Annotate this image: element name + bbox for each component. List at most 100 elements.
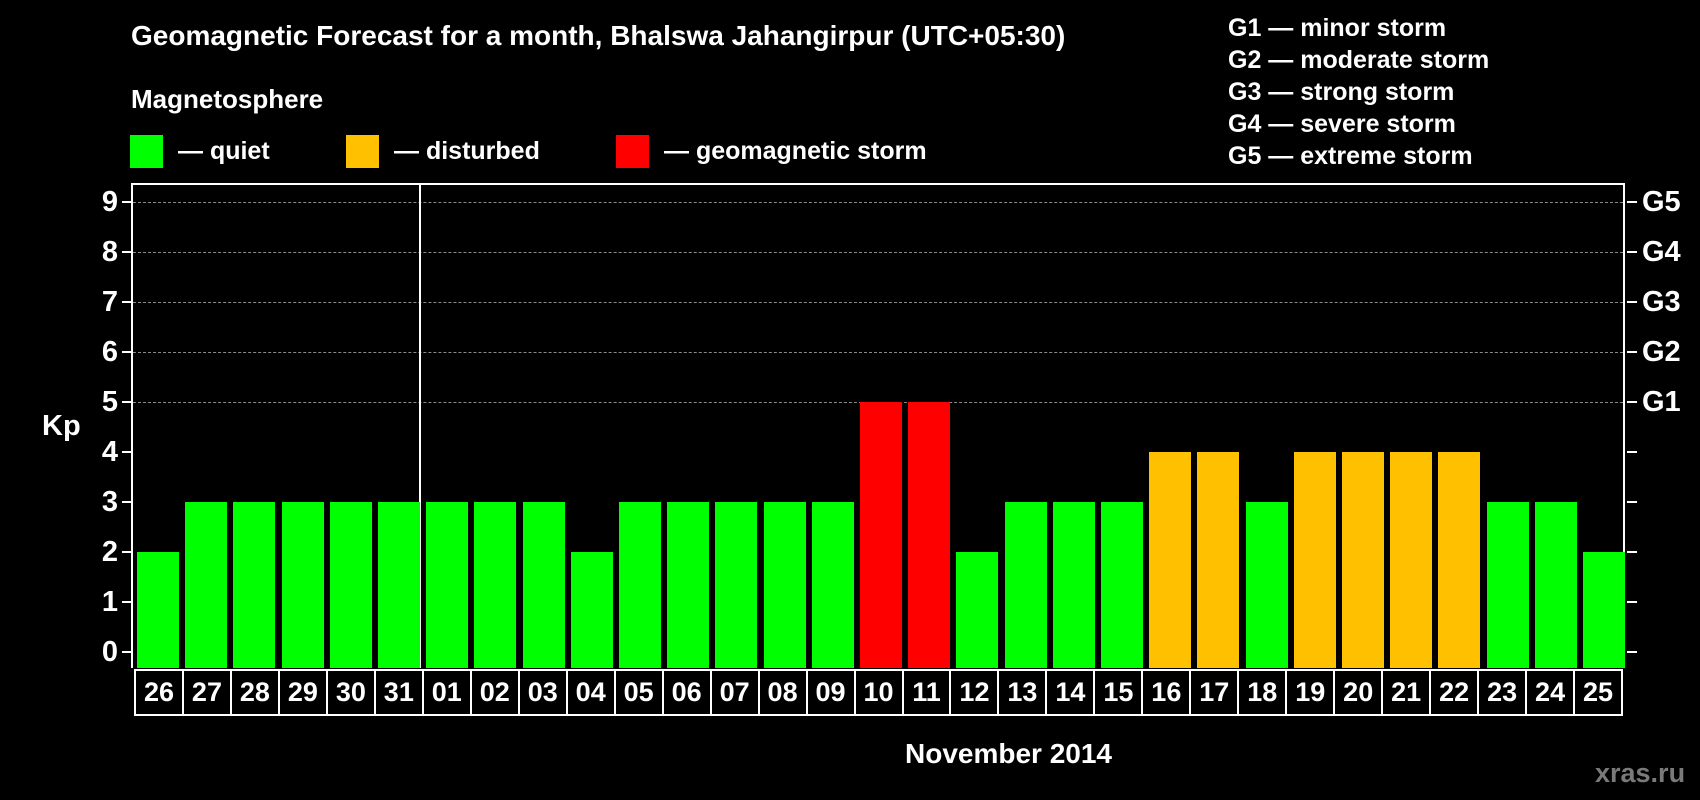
date-label: 01 xyxy=(424,671,472,714)
storm-level-label: G1 xyxy=(1642,386,1681,418)
gridline xyxy=(133,302,1623,303)
bar-16 xyxy=(1149,452,1191,668)
date-label: 04 xyxy=(568,671,616,714)
gridline xyxy=(133,252,1623,253)
legend-label: — geomagnetic storm xyxy=(664,137,927,165)
bar-11 xyxy=(908,402,950,668)
bar-31 xyxy=(378,502,420,668)
bar-25 xyxy=(1583,552,1625,668)
storm-level-label: G2 xyxy=(1642,336,1681,368)
date-label: 06 xyxy=(664,671,712,714)
y-tick-right xyxy=(1627,251,1637,253)
y-tick-label: 9 xyxy=(101,186,118,218)
bar-23 xyxy=(1487,502,1529,668)
storm-swatch-icon xyxy=(616,135,649,168)
storm-scale-g1: G1 — minor storm xyxy=(1228,14,1447,42)
y-axis-label: Kp xyxy=(42,410,81,442)
bar-29 xyxy=(282,502,324,668)
y-tick-label: 0 xyxy=(101,636,118,668)
date-label: 10 xyxy=(856,671,904,714)
y-tick-right xyxy=(1627,451,1637,453)
y-tick-right xyxy=(1627,651,1637,653)
y-tick-label: 6 xyxy=(101,336,118,368)
y-tick-label: 7 xyxy=(101,286,118,318)
date-label: 11 xyxy=(904,671,952,714)
date-label: 28 xyxy=(232,671,280,714)
bar-15 xyxy=(1101,502,1143,668)
bar-04 xyxy=(571,552,613,668)
date-label: 13 xyxy=(999,671,1048,714)
date-label: 24 xyxy=(1527,671,1576,714)
date-axis: 26 27 28 29 30 31 01 02 03 04 05 06 07 08 09 10 11 12 13 14… xyxy=(134,669,1623,716)
storm-scale-g4: G4 — severe storm xyxy=(1228,110,1456,138)
y-tick xyxy=(122,451,131,453)
y-tick xyxy=(122,501,131,503)
bar-20 xyxy=(1342,452,1384,668)
date-label: 25 xyxy=(1583,677,1614,707)
y-tick xyxy=(122,251,131,253)
bar-28 xyxy=(233,502,275,668)
bar-10 xyxy=(860,402,902,668)
quiet-swatch-icon xyxy=(130,135,163,168)
date-label: 21 xyxy=(1383,671,1432,714)
legend-title: Magnetosphere xyxy=(131,84,324,114)
date-label: 26 xyxy=(136,671,184,714)
bar-01 xyxy=(426,502,468,668)
gridline xyxy=(133,352,1623,353)
x-axis-label: November 2014 xyxy=(905,738,1113,769)
date-label: 16 xyxy=(1143,671,1192,714)
bar-17 xyxy=(1197,452,1239,668)
legend-label: — disturbed xyxy=(394,137,540,165)
bar-30 xyxy=(330,502,372,668)
date-label: 05 xyxy=(616,671,664,714)
date-label: 22 xyxy=(1431,671,1480,714)
y-tick xyxy=(122,401,131,403)
bar-13 xyxy=(1005,502,1047,668)
disturbed-swatch-icon xyxy=(346,135,379,168)
chart-title: Geomagnetic Forecast for a month, Bhalsw… xyxy=(131,20,1066,51)
y-tick-label: 1 xyxy=(101,586,118,618)
date-label: 19 xyxy=(1287,671,1336,714)
bar-08 xyxy=(764,502,806,668)
bar-02 xyxy=(474,502,516,668)
storm-level-label: G4 xyxy=(1642,236,1681,268)
legend-item-storm: — geomagnetic storm xyxy=(616,135,927,168)
bar-03 xyxy=(523,502,565,668)
date-label: 08 xyxy=(760,671,808,714)
storm-scale-legend: G1 — minor storm G2 — moderate storm G3 … xyxy=(1228,12,1489,172)
storm-scale-g5: G5 — extreme storm xyxy=(1228,142,1473,170)
y-tick-label: 2 xyxy=(101,536,118,568)
date-label: 20 xyxy=(1335,671,1384,714)
y-tick xyxy=(122,551,131,553)
y-tick-right xyxy=(1627,501,1637,503)
y-tick-right xyxy=(1627,201,1637,203)
y-tick-right xyxy=(1627,401,1637,403)
bar-24 xyxy=(1535,502,1577,668)
date-label: 15 xyxy=(1095,671,1144,714)
bar-19 xyxy=(1294,452,1336,668)
y-tick xyxy=(122,301,131,303)
date-label: 09 xyxy=(808,671,856,714)
gridline xyxy=(133,202,1623,203)
y-tick-label: 8 xyxy=(101,236,118,268)
storm-scale-g2: G2 — moderate storm xyxy=(1228,46,1490,74)
storm-scale-g3: G3 — strong storm xyxy=(1228,78,1455,106)
y-tick-right xyxy=(1627,301,1637,303)
storm-level-label: G5 xyxy=(1642,186,1681,218)
date-label: 29 xyxy=(280,671,328,714)
y-tick xyxy=(122,651,131,653)
legend-item-disturbed: — disturbed xyxy=(346,135,540,168)
date-label: 02 xyxy=(472,671,520,714)
y-tick xyxy=(122,201,131,203)
bar-26 xyxy=(137,552,179,668)
date-label: 17 xyxy=(1191,671,1240,714)
date-label: 23 xyxy=(1479,671,1528,714)
date-label: 12 xyxy=(951,671,1000,714)
y-tick xyxy=(122,351,131,353)
bar-07 xyxy=(715,502,757,668)
bar-06 xyxy=(667,502,709,668)
bar-05 xyxy=(619,502,661,668)
bar-18 xyxy=(1246,502,1288,668)
y-tick-right xyxy=(1627,601,1637,603)
y-tick-right xyxy=(1627,351,1637,353)
